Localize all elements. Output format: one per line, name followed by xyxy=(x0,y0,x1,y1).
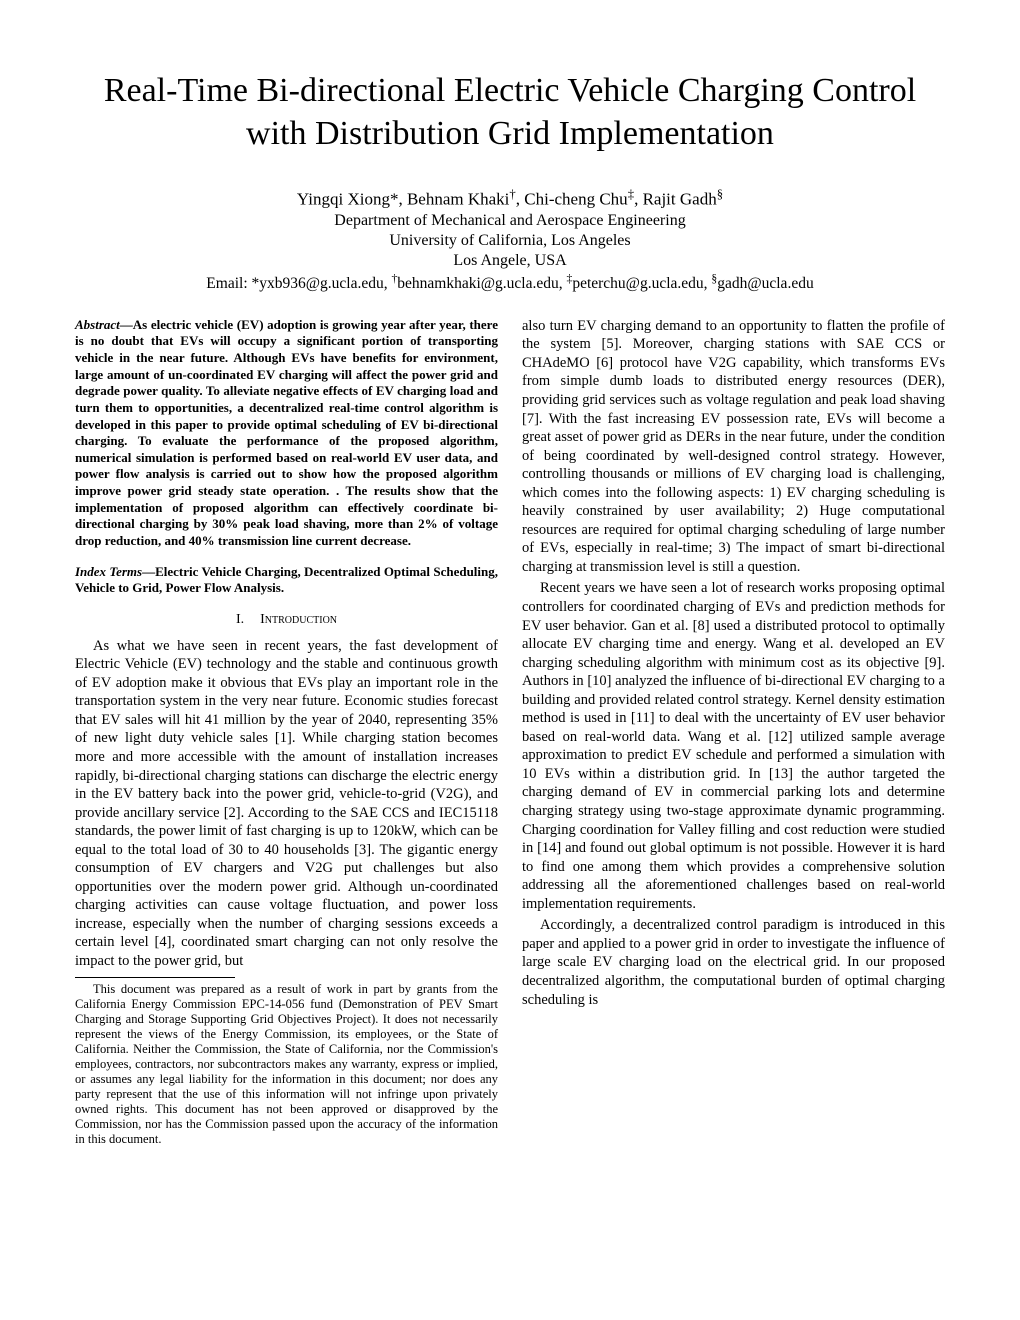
section-heading-intro: I. Introduction xyxy=(75,611,498,629)
abstract-block: Abstract—As electric vehicle (EV) adopti… xyxy=(75,317,498,550)
index-terms-label: Index Terms xyxy=(75,564,142,579)
footnote-separator xyxy=(75,977,235,978)
affiliation-univ: University of California, Los Angeles xyxy=(75,232,945,250)
abstract-label: Abstract xyxy=(75,317,120,332)
authors-line: Yingqi Xiong*, Behnam Khaki†, Chi-cheng … xyxy=(75,187,945,210)
section-number: I. xyxy=(236,612,244,627)
affiliation-dept: Department of Mechanical and Aerospace E… xyxy=(75,212,945,230)
two-column-body: Abstract—As electric vehicle (EV) adopti… xyxy=(75,317,945,1147)
section-title: Introduction xyxy=(260,612,337,627)
abstract-text: —As electric vehicle (EV) adoption is gr… xyxy=(75,317,498,548)
intro-paragraph-3: Recent years we have seen a lot of resea… xyxy=(522,579,945,913)
intro-paragraph-1: As what we have seen in recent years, th… xyxy=(75,637,498,971)
page-title: Real-Time Bi-directional Electric Vehicl… xyxy=(75,70,945,155)
index-terms-block: Index Terms—Electric Vehicle Charging, D… xyxy=(75,564,498,597)
intro-paragraph-4: Accordingly, a decentralized control par… xyxy=(522,916,945,1009)
author-emails: Email: *yxb936@g.ucla.edu, †behnamkhaki@… xyxy=(75,272,945,293)
intro-paragraph-2: also turn EV charging demand to an oppor… xyxy=(522,317,945,577)
footnote-text: This document was prepared as a result o… xyxy=(75,982,498,1147)
affiliation-city: Los Angele, USA xyxy=(75,252,945,270)
